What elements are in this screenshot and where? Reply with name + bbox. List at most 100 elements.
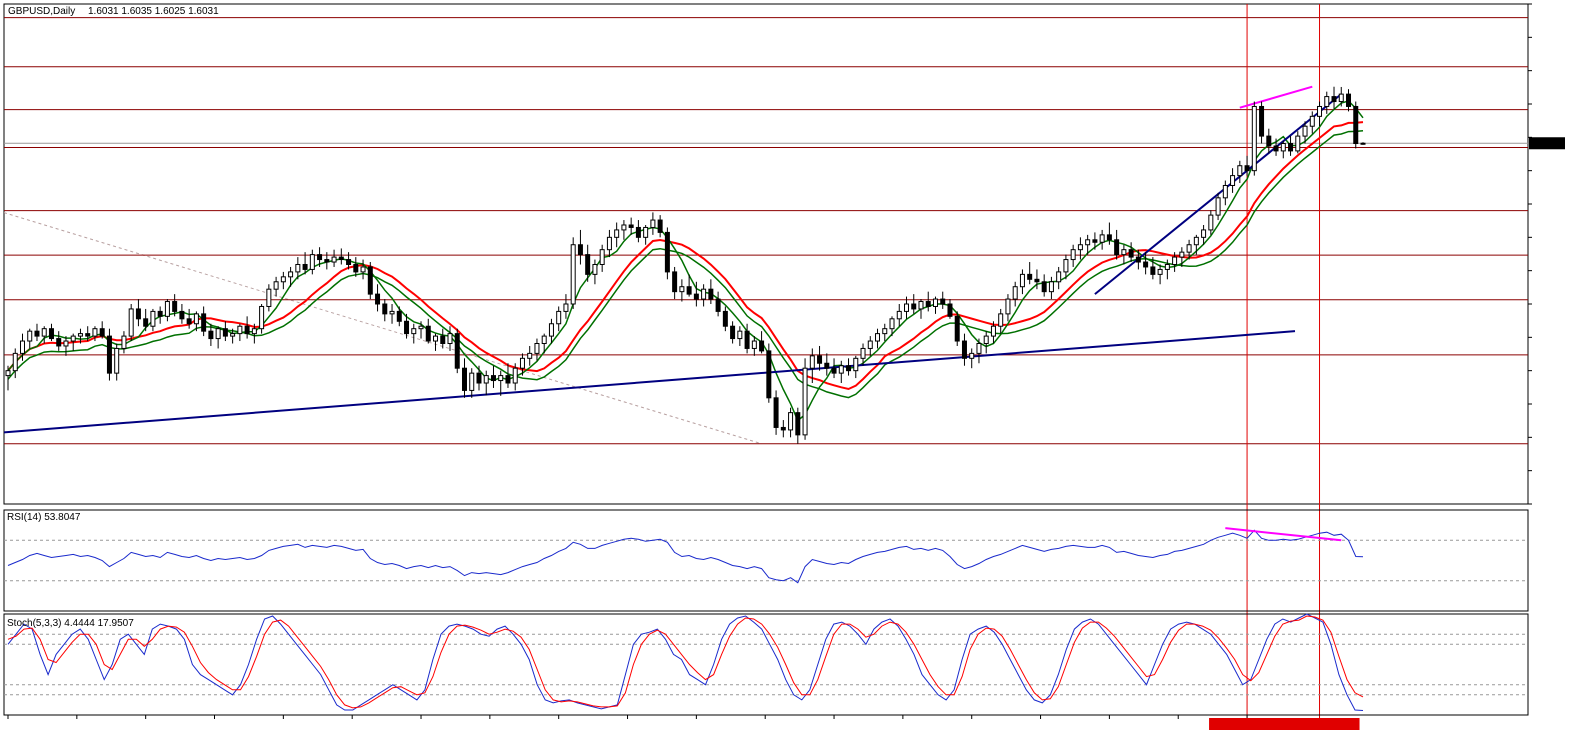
- candle-bull: [215, 328, 221, 340]
- candle-bull: [1222, 184, 1228, 199]
- candle-bull: [867, 340, 873, 349]
- candle-bull: [360, 266, 366, 273]
- candle-bear: [911, 303, 917, 310]
- candle-bear: [672, 271, 678, 293]
- candle-bull: [838, 365, 844, 374]
- candle-bull: [1193, 236, 1199, 246]
- candle-bear: [925, 301, 931, 307]
- candle-bull: [751, 340, 757, 349]
- candle-bull: [853, 357, 859, 372]
- candle-bull: [527, 352, 533, 359]
- ma-slow-line: [7, 121, 1364, 391]
- price-ohlc: 1.6031 1.6035 1.6025 1.6031: [88, 6, 219, 17]
- candle-bull: [389, 310, 395, 315]
- candle-bull: [251, 328, 257, 335]
- candle-bull: [512, 367, 518, 384]
- candle-bear: [1244, 165, 1250, 172]
- candle-bull: [331, 256, 337, 263]
- candle-bull: [809, 355, 815, 369]
- candle-bear: [1092, 239, 1098, 243]
- candle-bull: [288, 271, 294, 278]
- candle-bear: [367, 266, 373, 295]
- candle-bull: [860, 347, 866, 359]
- price-divergence-line: [1239, 85, 1313, 109]
- candle-bull: [556, 310, 562, 325]
- candle-bull: [418, 325, 424, 330]
- candle-bull: [592, 263, 598, 275]
- candle-bull: [114, 347, 120, 374]
- candle-bull: [1230, 175, 1236, 186]
- candle-bear: [440, 335, 446, 345]
- candle-bull: [1121, 249, 1127, 256]
- stoch-title: Stoch(5,3,3) 4.4444 17.9507: [7, 618, 134, 629]
- candle-bull: [1085, 239, 1091, 246]
- candle-bull: [1077, 244, 1083, 251]
- candle-bull: [875, 333, 881, 342]
- candle-bear: [1288, 143, 1294, 152]
- candle-bear: [85, 333, 91, 337]
- candle-bull: [1019, 273, 1025, 288]
- candle-bear: [635, 226, 641, 238]
- candle-bull: [969, 352, 975, 359]
- candle-bear: [157, 310, 163, 317]
- candle-bear: [947, 303, 953, 317]
- candle-bull: [990, 325, 996, 337]
- candle-bear: [1114, 239, 1120, 256]
- candle-bull: [309, 254, 315, 270]
- candle-bear: [324, 259, 330, 263]
- rsi-line: [7, 529, 1364, 584]
- candle-bear: [1135, 256, 1141, 263]
- candle-bear: [954, 315, 960, 342]
- candle-bull: [1012, 286, 1018, 300]
- candle-bear: [172, 301, 178, 312]
- candle-bull: [1186, 244, 1192, 253]
- dotted-trendline: [3, 212, 762, 445]
- candle-bear: [1041, 281, 1047, 293]
- stoch-signal-line: [7, 615, 1364, 709]
- candle-bear: [664, 231, 670, 273]
- candle-bear: [454, 333, 460, 369]
- candle-bull: [230, 333, 236, 337]
- candle-bear: [940, 298, 946, 305]
- price-title: GBPUSD,Daily: [8, 6, 75, 17]
- candle-bull: [1338, 93, 1344, 103]
- candle-bear: [425, 325, 431, 342]
- candle-bear: [846, 365, 852, 372]
- candle-bull: [976, 343, 982, 354]
- candle-bull: [621, 224, 627, 231]
- candle-bull: [570, 244, 576, 305]
- candle-bear: [476, 372, 482, 384]
- candle-bull: [164, 301, 170, 317]
- time-highlight-box: [1209, 718, 1288, 730]
- candle-bull: [1157, 268, 1163, 275]
- candle-bull: [273, 281, 279, 290]
- candle-bull: [237, 325, 243, 335]
- candle-bear: [708, 288, 714, 300]
- candle-bear: [780, 426, 786, 431]
- candle-bull: [563, 303, 569, 312]
- candle-bull: [128, 308, 134, 337]
- candle-bear: [715, 298, 721, 312]
- candle-bear: [1128, 249, 1134, 258]
- candle-bull: [259, 305, 265, 330]
- candle-bull: [1360, 142, 1366, 145]
- candle-bear: [34, 330, 40, 337]
- candle-bull: [701, 288, 707, 300]
- candle-bull: [983, 335, 989, 345]
- candle-bear: [730, 325, 736, 340]
- candle-bear: [817, 355, 823, 364]
- panel-headers: GBPUSD,Daily 1.6031 1.6035 1.6025 1.6031…: [7, 6, 219, 629]
- candle-bear: [222, 328, 228, 337]
- candle-bull: [534, 343, 540, 354]
- candle-bull: [70, 335, 76, 342]
- candle-bear: [375, 293, 381, 305]
- candle-bear: [961, 340, 967, 359]
- stoch-main-line: [7, 613, 1364, 711]
- candle-bull: [643, 226, 649, 238]
- candle-bear: [1259, 105, 1265, 137]
- candle-bull: [1208, 214, 1214, 231]
- candle-bull: [1179, 251, 1185, 258]
- candle-bull: [433, 335, 439, 342]
- candle-bull: [1056, 271, 1062, 283]
- candle-bull: [918, 301, 924, 310]
